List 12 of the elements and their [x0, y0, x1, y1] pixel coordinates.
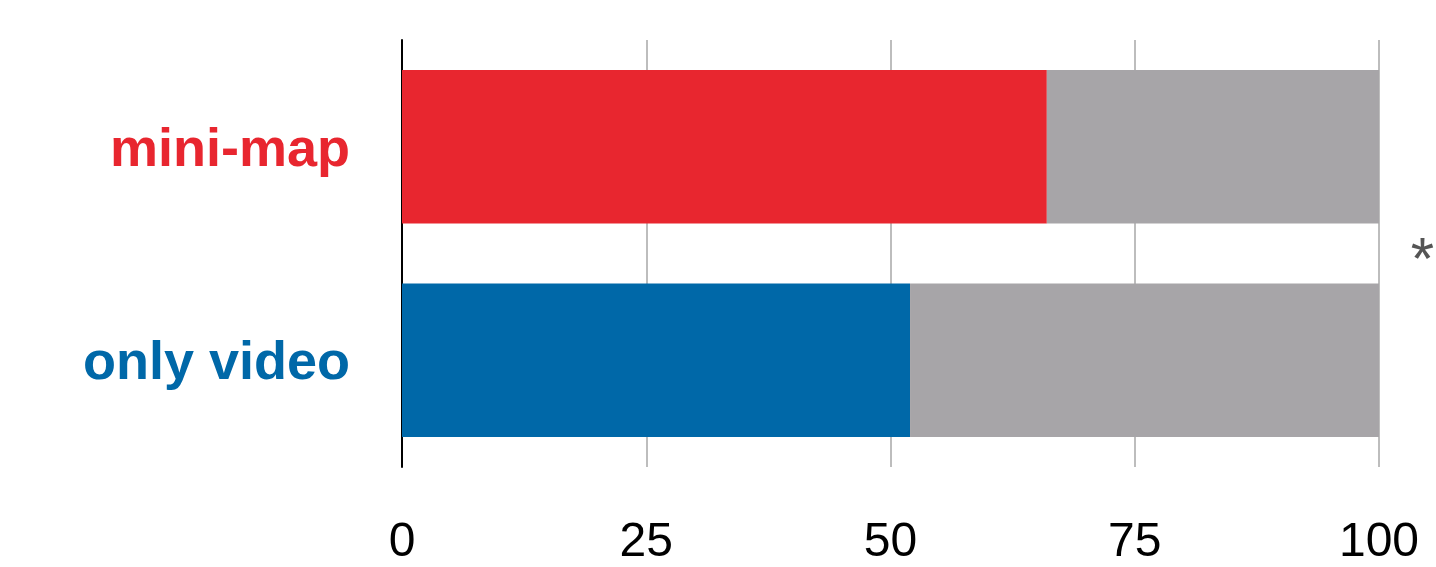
x-tick-label: 75 [1108, 512, 1162, 566]
x-tick-label: 25 [619, 512, 673, 566]
x-tick-label: 0 [388, 512, 416, 566]
x-tick-label: 50 [863, 512, 918, 566]
bar [402, 69, 1047, 224]
text: * [1410, 224, 1435, 292]
bar [402, 283, 911, 438]
y-tick-label: mini-map [109, 116, 350, 177]
bar [910, 283, 1379, 438]
y-tick-label: only video [82, 330, 350, 391]
x-tick-label: 100 [1338, 512, 1420, 566]
bar [1046, 69, 1379, 224]
